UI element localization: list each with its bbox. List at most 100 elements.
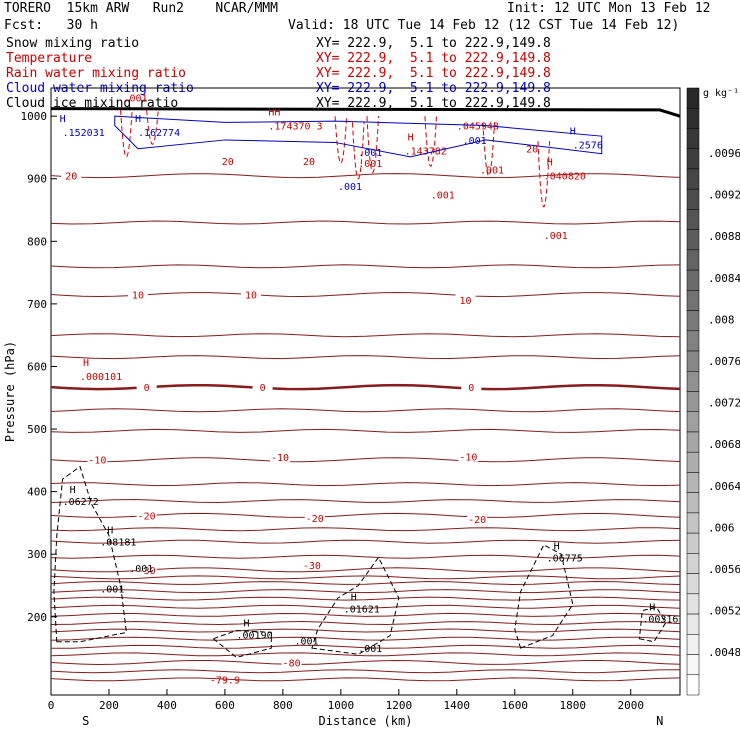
temperature-label: 20 [303, 157, 315, 168]
contour-label-bg [301, 558, 322, 570]
colorbar-tick-label: .0048 [708, 646, 740, 659]
colorbar-box [686, 107, 700, 129]
temperature-contour [50, 636, 681, 641]
temperature-label: -20 [306, 514, 324, 525]
y-tick-label: 700 [27, 298, 47, 311]
temperature-label: 0 [144, 383, 150, 394]
temperature-label: 20 [65, 172, 77, 183]
init-time: Init: 12 UTC Mon 13 Feb 12 [507, 1, 711, 16]
contour-label-bg [136, 563, 157, 575]
temperature-contour [50, 355, 681, 360]
snow-max-marker: H [243, 618, 249, 629]
snow-max-marker: H [70, 485, 76, 496]
cloud-water-contour [114, 115, 603, 158]
temperature-contour [50, 408, 681, 413]
colorbar-tick-label: .0072 [708, 397, 740, 410]
cloud-water-label: .001 [463, 136, 487, 147]
snow-contour [212, 629, 272, 659]
colorbar-tick-label: .006 [708, 521, 735, 534]
temperature-label: -10 [271, 453, 289, 464]
rain-max-marker: H [408, 133, 414, 144]
valid-time: Valid: 18 UTC Tue 14 Feb 12 (12 CST Tue … [288, 18, 680, 33]
temperature-label: 20 [222, 157, 234, 168]
snow-contour [311, 556, 400, 655]
x-tick-label: 1400 [444, 699, 471, 712]
contour-label-bg [136, 381, 157, 393]
colorbar-tick-label: .0088 [708, 230, 740, 243]
rain-label: .001 [123, 93, 147, 104]
temperature-contour [50, 620, 681, 626]
cloud-water-max-marker: H [135, 114, 141, 125]
rain-label: .001 [358, 159, 382, 170]
colorbar-box [686, 128, 700, 149]
colorbar-tick-label: .0064 [708, 480, 740, 493]
x-tick-label: 1600 [502, 699, 529, 712]
snow-max-marker: H [351, 593, 357, 604]
cloud-water-label: .001 [358, 148, 382, 159]
rain-max-marker: H [547, 158, 553, 169]
temperature-label: 10 [245, 291, 257, 302]
snow-label: .001 [358, 644, 382, 655]
y-tick-label: 300 [27, 548, 47, 561]
colorbar-box [686, 532, 700, 554]
y-tick-label: 1000 [21, 110, 48, 123]
colorbar-box [686, 553, 700, 574]
colorbar-box [686, 290, 700, 311]
contour-label-bg [252, 381, 273, 393]
snow-label: .01621 [344, 605, 380, 616]
temperature-contour [50, 539, 681, 544]
temperature-label: 10 [459, 296, 471, 307]
temperature-label: 0 [468, 383, 474, 394]
colorbar-box [686, 209, 700, 230]
x-tick-label: 400 [157, 699, 177, 712]
x-tick-label: 600 [215, 699, 235, 712]
temperature-contour [50, 589, 681, 594]
contour-label-bg [281, 656, 302, 668]
cloud-water-max-marker: H [570, 126, 576, 137]
forecast-hour: Fcst: 30 h [4, 18, 98, 33]
temperature-label: -30 [138, 566, 156, 577]
rain-label: .001 [544, 231, 568, 242]
colorbar-box [686, 674, 700, 696]
colorbar-unit: g kg⁻¹ [703, 88, 739, 99]
temperature-contour [50, 596, 681, 601]
temperature-label: -30 [303, 561, 321, 572]
temperature-contour [50, 498, 681, 504]
temperature-contour [50, 659, 681, 666]
temperature-contour [50, 527, 681, 532]
cloud-water-label: .152031 [63, 128, 105, 139]
x-tick-label: 2000 [617, 699, 644, 712]
snow-label: .001 [294, 637, 318, 648]
contour-label-bg [458, 450, 479, 462]
colorbar-tick-label: .008 [708, 313, 735, 326]
south-end-label: S [82, 714, 89, 728]
contour-label-bg [217, 155, 238, 167]
rain-max-marker: HH [268, 108, 280, 119]
colorbar-tick-label: .0056 [708, 563, 740, 576]
temperature-contour [50, 291, 681, 298]
colorbar-tick-label: .0076 [708, 355, 740, 368]
y-axis-label: Pressure (hPa) [3, 341, 17, 442]
temperature-contour [50, 677, 681, 682]
colorbar-box [686, 411, 700, 433]
contour-label-bg [127, 288, 148, 300]
colorbar-box [686, 330, 700, 352]
temperature-contour [50, 482, 681, 487]
colorbar-tick-label: .0052 [708, 605, 740, 618]
rain-contour [334, 116, 348, 164]
temperature-label: -80 [283, 658, 301, 669]
y-tick-label: 500 [27, 423, 47, 436]
temperature-label: -20 [468, 515, 486, 526]
snow-label: .00190 [237, 630, 273, 641]
temperature-contour [50, 628, 681, 633]
snow-max-marker: H [554, 541, 560, 552]
rain-contour [366, 116, 380, 173]
temperature-label: -10 [459, 453, 477, 464]
contour-label-bg [87, 453, 108, 465]
field-xy-range: XY= 222.9, 5.1 to 222.9,149.8 [316, 36, 551, 51]
rain-label: .040820 [544, 172, 586, 183]
model-title: TORERO 15km ARW Run2 NCAR/MMM [4, 1, 278, 16]
temperature-contour [50, 575, 681, 580]
colorbar-box [686, 512, 700, 534]
contour-label-bg [61, 169, 82, 181]
